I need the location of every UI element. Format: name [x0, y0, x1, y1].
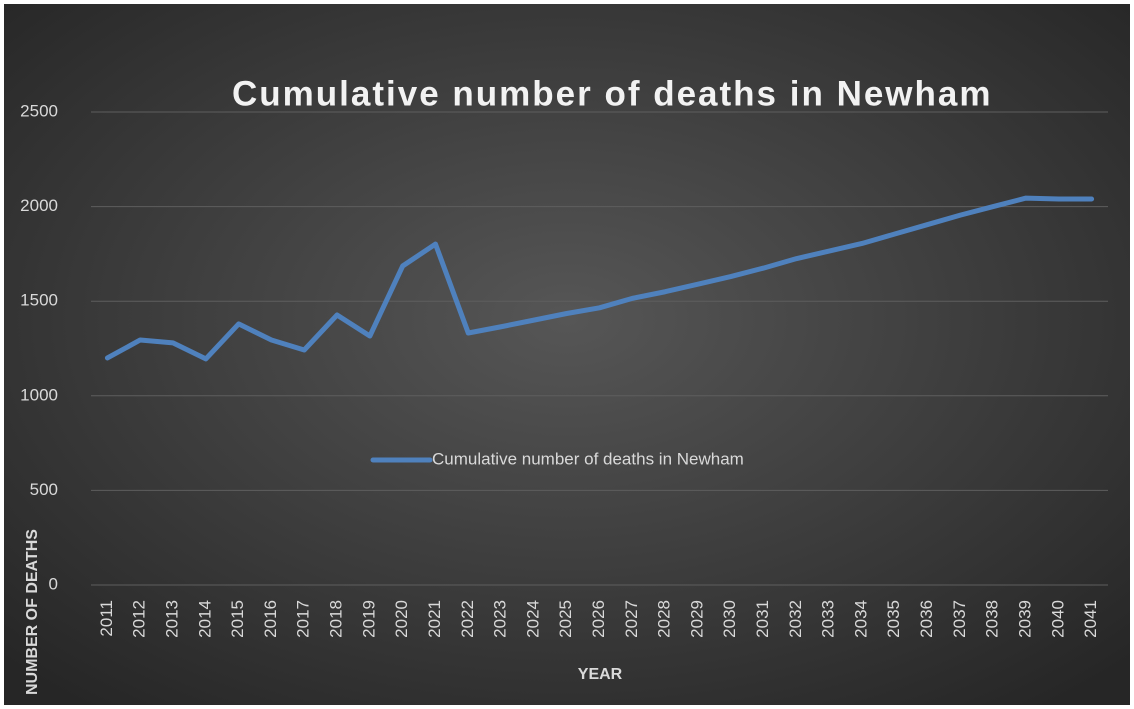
y-tick-label: 2500 — [20, 101, 58, 120]
x-tick-label: 2012 — [130, 600, 149, 638]
x-tick-label: 2029 — [687, 600, 706, 638]
x-tick-label: 2023 — [491, 600, 510, 638]
x-tick-label: 2039 — [1015, 600, 1034, 638]
x-tick-label: 2030 — [720, 600, 739, 638]
y-axis-title: NUMBER OF DEATHS — [24, 529, 41, 695]
x-tick-label: 2015 — [228, 600, 247, 638]
x-tick-label: 2013 — [163, 600, 182, 638]
x-tick-label: 2019 — [359, 600, 378, 638]
y-tick-label: 500 — [30, 480, 58, 499]
x-tick-label: 2026 — [589, 600, 608, 638]
x-tick-label: 2034 — [851, 600, 870, 638]
x-tick-label: 2040 — [1048, 600, 1067, 638]
x-tick-label: 2041 — [1081, 600, 1100, 638]
y-tick-label: 1500 — [20, 291, 58, 310]
y-tick-label: 2000 — [20, 196, 58, 215]
x-tick-label: 2021 — [425, 600, 444, 638]
x-tick-label: 2024 — [523, 600, 542, 638]
line — [104, 195, 1095, 362]
x-tick-label: 2037 — [950, 600, 969, 638]
x-tick-label: 2018 — [327, 600, 346, 638]
x-tick-label: 2032 — [786, 600, 805, 638]
x-axis-title: YEAR — [578, 666, 623, 683]
x-tick-label: 2031 — [753, 600, 772, 638]
x-tick-label: 2016 — [261, 600, 280, 638]
x-tick-label: 2011 — [97, 600, 116, 637]
x-tick-label: 2022 — [458, 600, 477, 638]
legend-label: Cumulative number of deaths in Newham — [432, 449, 744, 468]
x-tick-label: 2014 — [195, 600, 214, 638]
chart-title: Cumulative number of deaths in Newham — [232, 74, 993, 113]
x-tick-label: 2025 — [556, 600, 575, 638]
x-tick-label: 2017 — [294, 600, 313, 638]
x-tick-label: 2038 — [983, 600, 1002, 638]
y-tick-label: 0 — [49, 574, 58, 593]
y-tick-label: 1000 — [20, 385, 58, 404]
x-tick-label: 2027 — [622, 600, 641, 638]
x-tick-label: 2028 — [655, 600, 674, 638]
x-tick-label: 2020 — [392, 600, 411, 638]
x-tick-label: 2036 — [917, 600, 936, 638]
x-tick-label: 2033 — [819, 600, 838, 638]
x-tick-label: 2035 — [884, 600, 903, 638]
